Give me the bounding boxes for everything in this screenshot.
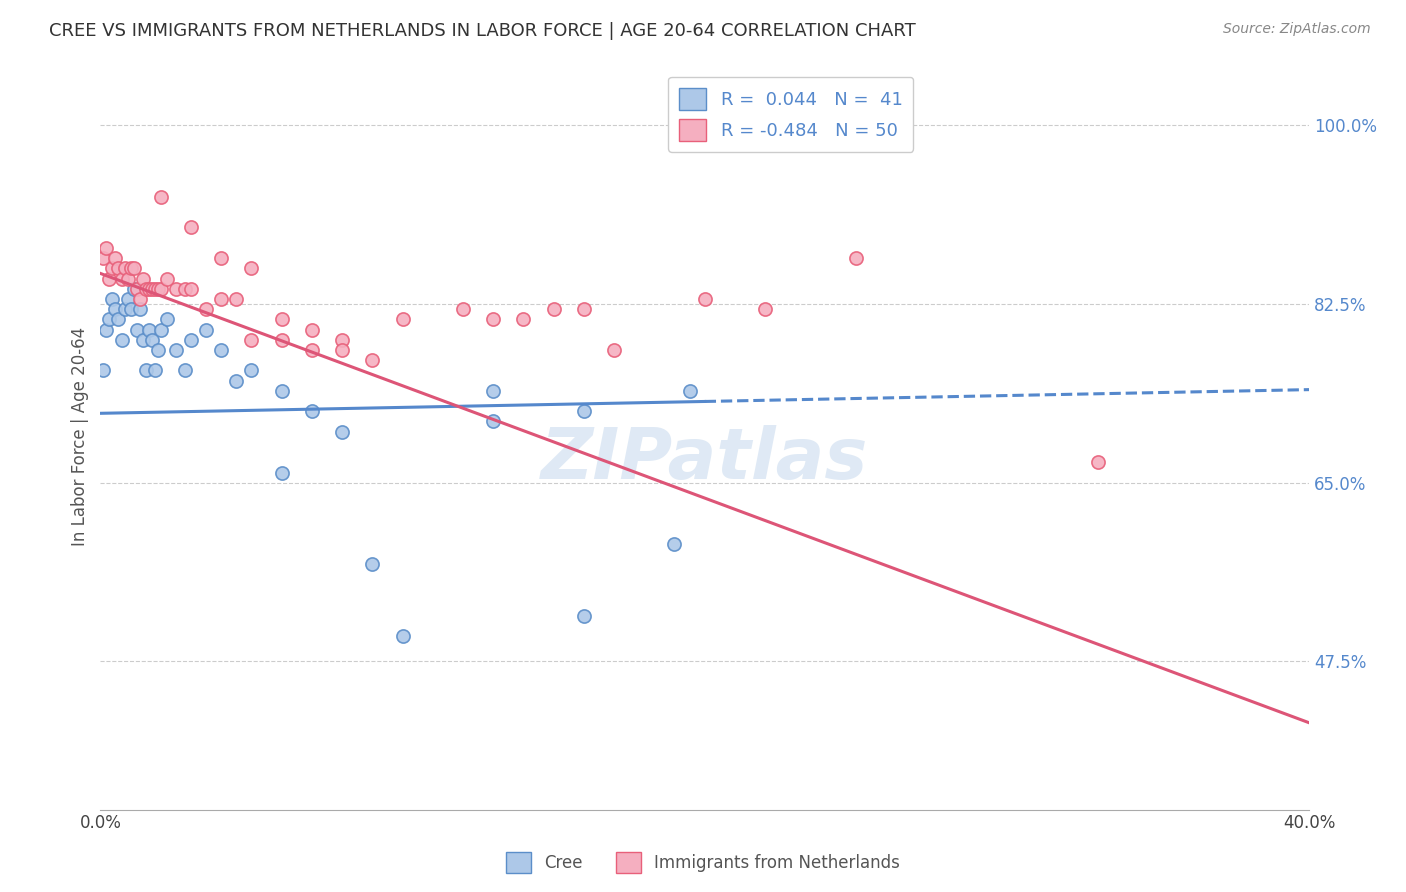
Point [240, 363, 263, 377]
Point [301, 343, 323, 357]
Point [143, 363, 166, 377]
Point [209, 251, 232, 265]
Point [128, 292, 150, 306]
Point [141, 282, 163, 296]
Point [209, 343, 232, 357]
Point [125, 322, 148, 336]
Point [180, 333, 202, 347]
Point [120, 302, 142, 317]
Legend: R =  0.044   N =  41, R = -0.484   N = 50: R = 0.044 N = 41, R = -0.484 N = 50 [668, 77, 914, 152]
Point [180, 282, 202, 296]
Point [104, 251, 127, 265]
Point [180, 220, 202, 235]
Text: ZIPatlas: ZIPatlas [541, 425, 869, 493]
Point [101, 261, 124, 276]
Point [209, 292, 232, 306]
Point [138, 282, 160, 296]
Point [146, 343, 169, 357]
Point [391, 629, 413, 643]
Point [101, 292, 124, 306]
Point [120, 261, 142, 276]
Point [361, 353, 384, 368]
Point [270, 384, 292, 398]
Point [107, 312, 129, 326]
Point [146, 282, 169, 296]
Point [678, 384, 700, 398]
Point [512, 312, 534, 326]
Point [330, 343, 353, 357]
Point [451, 302, 474, 317]
Point [149, 282, 172, 296]
Point [135, 363, 157, 377]
Point [125, 282, 148, 296]
Point [240, 261, 263, 276]
Point [225, 374, 247, 388]
Point [122, 261, 145, 276]
Point [156, 271, 179, 285]
Point [301, 404, 323, 418]
Point [543, 302, 565, 317]
Point [664, 537, 686, 551]
Point [117, 271, 139, 285]
Point [141, 333, 163, 347]
Point [131, 333, 153, 347]
Point [156, 312, 179, 326]
Point [482, 312, 505, 326]
Point [270, 312, 292, 326]
Point [143, 282, 166, 296]
Point [1087, 455, 1109, 469]
Point [110, 333, 132, 347]
Point [174, 282, 197, 296]
Point [693, 292, 716, 306]
Point [301, 322, 323, 336]
Point [225, 292, 247, 306]
Text: Source: ZipAtlas.com: Source: ZipAtlas.com [1223, 22, 1371, 37]
Point [165, 343, 187, 357]
Point [240, 333, 263, 347]
Point [138, 322, 160, 336]
Point [174, 363, 197, 377]
Legend: Cree, Immigrants from Netherlands: Cree, Immigrants from Netherlands [499, 846, 907, 880]
Point [107, 261, 129, 276]
Point [270, 466, 292, 480]
Point [110, 271, 132, 285]
Point [135, 282, 157, 296]
Point [754, 302, 776, 317]
Point [104, 302, 127, 317]
Point [98, 271, 121, 285]
Point [96, 241, 118, 255]
Text: CREE VS IMMIGRANTS FROM NETHERLANDS IN LABOR FORCE | AGE 20-64 CORRELATION CHART: CREE VS IMMIGRANTS FROM NETHERLANDS IN L… [49, 22, 915, 40]
Point [149, 322, 172, 336]
Point [361, 558, 384, 572]
Point [114, 261, 136, 276]
Point [96, 322, 118, 336]
Point [693, 119, 716, 133]
Point [122, 282, 145, 296]
Point [93, 251, 115, 265]
Point [572, 302, 595, 317]
Point [128, 302, 150, 317]
Point [195, 322, 218, 336]
Point [93, 363, 115, 377]
Point [98, 312, 121, 326]
Y-axis label: In Labor Force | Age 20-64: In Labor Force | Age 20-64 [72, 327, 89, 547]
Point [482, 384, 505, 398]
Point [117, 292, 139, 306]
Point [270, 333, 292, 347]
Point [114, 302, 136, 317]
Point [149, 190, 172, 204]
Point [330, 333, 353, 347]
Point [603, 343, 626, 357]
Point [131, 271, 153, 285]
Point [482, 415, 505, 429]
Point [165, 282, 187, 296]
Point [195, 302, 218, 317]
Point [845, 251, 868, 265]
Point [391, 312, 413, 326]
Point [330, 425, 353, 439]
Point [572, 608, 595, 623]
Point [572, 404, 595, 418]
